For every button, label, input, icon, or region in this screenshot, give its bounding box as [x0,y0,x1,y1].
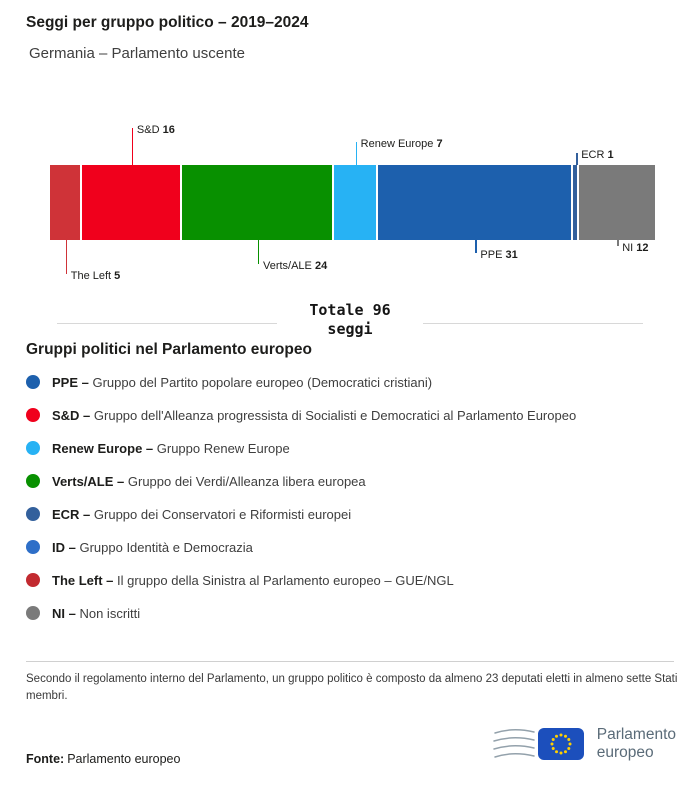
callout-line-ppe [475,240,477,253]
footnote-divider [26,661,674,662]
hemicycle-lines-icon [492,729,535,758]
callout-line-verts-ale [257,240,260,264]
legend-label: S&D – Gruppo dell'Alleanza progressista … [52,407,577,423]
ep-logo-icon [492,728,584,760]
callout-line-ecr [576,153,578,165]
bar-segment-s-d[interactable] [81,165,183,240]
legend-label: NI – Non iscritti [52,605,141,621]
legend-label: ID – Gruppo Identità e Democrazia [52,539,253,555]
callout-label-s-d: S&D 16 [136,124,175,136]
footnote: Secondo il regolamento interno del Parla… [26,673,678,702]
legend-list: PPE – Gruppo del Partito popolare europe… [26,372,690,636]
legend-dot [26,573,40,587]
bar-segment-renew-europe[interactable] [333,165,378,240]
legend-item-ni: NI – Non iscritti [26,603,690,623]
page-subtitle: Germania – Parlamento uscente [29,45,245,62]
legend-item-s-d: S&D – Gruppo dell'Alleanza progressista … [26,405,690,425]
bar-segment-ppe[interactable] [377,165,574,240]
logo-word-line2: europeo [596,744,654,761]
legend-item-verts-ale: Verts/ALE – Gruppo dei Verdi/Alleanza li… [26,471,690,491]
source-value: Parlamento europeo [67,752,181,766]
star-circle [550,733,572,755]
eu-flag-icon [537,728,584,760]
legend-label: Verts/ALE – Gruppo dei Verdi/Alleanza li… [52,473,366,489]
legend-dot [26,375,40,389]
legend-dot [26,441,40,455]
callout-line-the-left [65,240,68,274]
callout-label-renew-europe: Renew Europe 7 [360,138,443,150]
callout-line-s-d [131,128,134,165]
page-title: Seggi per gruppo politico – 2019–2024 [26,14,309,31]
total-divider-left [57,323,277,324]
legend-item-the-left: The Left – Il gruppo della Sinistra al P… [26,570,690,590]
bar-segment-verts-ale[interactable] [182,165,334,240]
legend-label: The Left – Il gruppo della Sinistra al P… [52,572,454,588]
legend-dot [26,606,40,620]
callout-label-ecr: ECR 1 [581,149,614,161]
total-label: Totale 96 [309,301,391,319]
legend-heading: Gruppi politici nel Parlamento europeo [26,341,312,358]
stacked-bar [50,165,655,240]
source-label: Fonte: [26,752,65,766]
total-sublabel: seggi [327,320,373,338]
total-seats: Totale 96 seggi [0,301,700,339]
bar-segment-ni[interactable] [579,165,655,240]
legend-dot [26,507,40,521]
bar-segment-the-left[interactable] [50,165,82,240]
logo-word-line1: Parlamento [596,726,676,743]
total-divider-right [423,323,643,324]
source-line: Fonte: Parlamento europeo [26,752,180,766]
callout-label-ppe: PPE 31 [480,249,518,261]
bar-segment-ecr[interactable] [573,165,580,240]
legend-item-id: ID – Gruppo Identità e Democrazia [26,537,690,557]
callout-label-ni: NI 12 [622,242,649,254]
legend-dot [26,540,40,554]
legend-item-ppe: PPE – Gruppo del Partito popolare europe… [26,372,690,392]
callout-label-verts-ale: Verts/ALE 24 [262,260,328,272]
callout-line-ni [617,240,619,246]
logo-wordmark: Parlamento europeo [597,726,676,762]
legend-dot [26,408,40,422]
legend-item-ecr: ECR – Gruppo dei Conservatori e Riformis… [26,504,690,524]
legend-label: ECR – Gruppo dei Conservatori e Riformis… [52,506,352,522]
callout-line-renew-europe [355,142,358,165]
legend-dot [26,474,40,488]
ep-logo[interactable]: Parlamento europeo [492,721,676,767]
legend-label: PPE – Gruppo del Partito popolare europe… [52,374,433,390]
legend-label: Renew Europe – Gruppo Renew Europe [52,440,290,456]
legend-item-renew-europe: Renew Europe – Gruppo Renew Europe [26,438,690,458]
callout-label-the-left: The Left 5 [70,270,121,282]
